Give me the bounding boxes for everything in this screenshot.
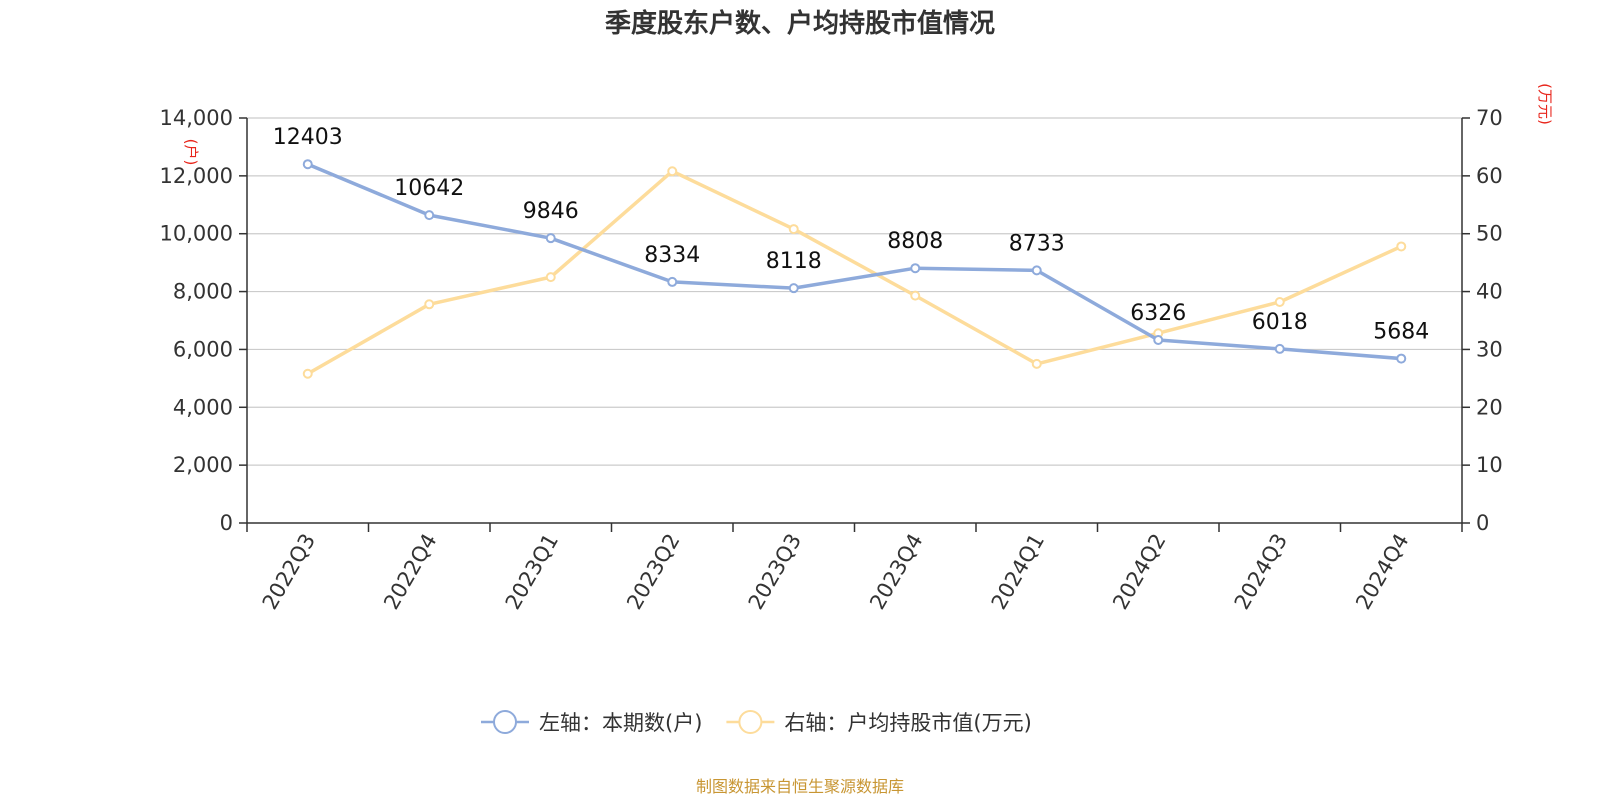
series-left: 12403 10642 9846 8334 8118 8808 8733 6326 6018 56… xyxy=(273,125,1429,364)
legend-item[interactable]: 右轴：户均持股市值(万元) xyxy=(726,710,1032,735)
legend-marker-icon xyxy=(738,710,763,734)
x-axis-tick-label: 2024Q4 xyxy=(1351,530,1413,614)
data-label: 8733 xyxy=(1009,231,1065,256)
series-line-left xyxy=(307,162,1402,361)
source-note: 制图数据来自恒生聚源数据库 xyxy=(696,777,904,796)
data-point xyxy=(1031,358,1042,369)
left-axis-tick-label: 6,000 xyxy=(173,337,233,361)
series-right xyxy=(302,166,1407,379)
legend-item[interactable]: 左轴：本期数(户) xyxy=(481,710,702,735)
left-axis-tick-label: 10,000 xyxy=(160,222,233,246)
x-axis-tick-label: 2024Q3 xyxy=(1230,530,1292,614)
gridlines xyxy=(247,117,1462,466)
x-axis-tick-label: 2023Q4 xyxy=(865,530,927,614)
data-point xyxy=(910,290,921,301)
right-axis-tick-label: 20 xyxy=(1476,395,1503,419)
data-label: 9846 xyxy=(523,199,579,224)
data-label: 8118 xyxy=(766,249,822,274)
data-point xyxy=(788,283,799,294)
series-lines: 12403 10642 9846 8334 8118 8808 8733 6326 6018 56… xyxy=(273,125,1429,379)
data-label: 5684 xyxy=(1373,320,1429,345)
x-axis-tick-label: 2023Q3 xyxy=(744,530,806,614)
data-point xyxy=(545,233,556,244)
data-point xyxy=(1153,334,1164,345)
data-label: 6018 xyxy=(1252,310,1308,335)
data-point xyxy=(424,210,435,221)
data-point xyxy=(667,166,678,177)
right-axis-tick-label: 50 xyxy=(1476,222,1503,246)
x-axis-tick-label: 2023Q2 xyxy=(622,530,684,614)
data-point xyxy=(910,263,921,274)
legend[interactable]: 左轴：本期数(户) 右轴：户均持股市值(万元) xyxy=(481,710,1032,735)
right-axis-tick-label: 30 xyxy=(1476,337,1503,361)
legend-label: 左轴：本期数(户) xyxy=(539,711,702,735)
data-point xyxy=(1396,353,1407,364)
legend-marker-icon xyxy=(493,710,517,734)
data-point xyxy=(1274,296,1285,307)
left-axis-unit: (户) xyxy=(182,139,200,166)
left-axis-tick-label: 4,000 xyxy=(173,395,233,419)
data-point xyxy=(302,368,313,379)
chart-title: 季度股东户数、户均持股市值情况 xyxy=(605,8,995,39)
right-axis-tick-label: 10 xyxy=(1476,453,1503,477)
left-axis-tick-label: 2,000 xyxy=(173,453,233,477)
data-point xyxy=(302,159,313,170)
left-axis-tick-label: 14,000 xyxy=(160,106,233,130)
data-point xyxy=(1396,241,1407,252)
right-axis-tick-label: 0 xyxy=(1476,511,1489,535)
data-point xyxy=(788,224,799,235)
right-axis-tick-label: 60 xyxy=(1476,164,1503,188)
x-axis-tick-label: 2022Q4 xyxy=(379,530,441,614)
series-line-right xyxy=(306,169,1402,376)
left-axis-tick-label: 0 xyxy=(220,511,233,535)
data-label: 8334 xyxy=(644,243,700,268)
data-label: 12403 xyxy=(273,125,343,150)
right-axis-tick-label: 40 xyxy=(1476,280,1503,304)
data-point xyxy=(1031,265,1042,276)
data-point xyxy=(424,299,435,310)
data-label: 6326 xyxy=(1130,301,1186,326)
x-axis-tick-label: 2022Q3 xyxy=(258,530,320,614)
data-point xyxy=(667,276,678,287)
x-axis-tick-label: 2024Q1 xyxy=(987,530,1049,614)
x-axis-tick-label: 2024Q2 xyxy=(1108,530,1170,614)
axes: 0 0 2,000 10 4,000 20 6,000 30 8,000 40 10,000 50 12… xyxy=(160,106,1503,614)
left-axis-tick-label: 12,000 xyxy=(160,164,233,188)
data-point xyxy=(1274,343,1285,354)
x-axis-tick-label: 2023Q1 xyxy=(501,530,563,614)
legend-label: 右轴：户均持股市值(万元) xyxy=(784,711,1031,735)
right-axis-tick-label: 70 xyxy=(1476,106,1503,130)
data-label: 10642 xyxy=(394,176,464,201)
right-axis-unit: (万元) xyxy=(1536,83,1554,125)
left-axis-tick-label: 8,000 xyxy=(173,280,233,304)
data-label: 8808 xyxy=(887,229,943,254)
data-point xyxy=(545,272,556,283)
